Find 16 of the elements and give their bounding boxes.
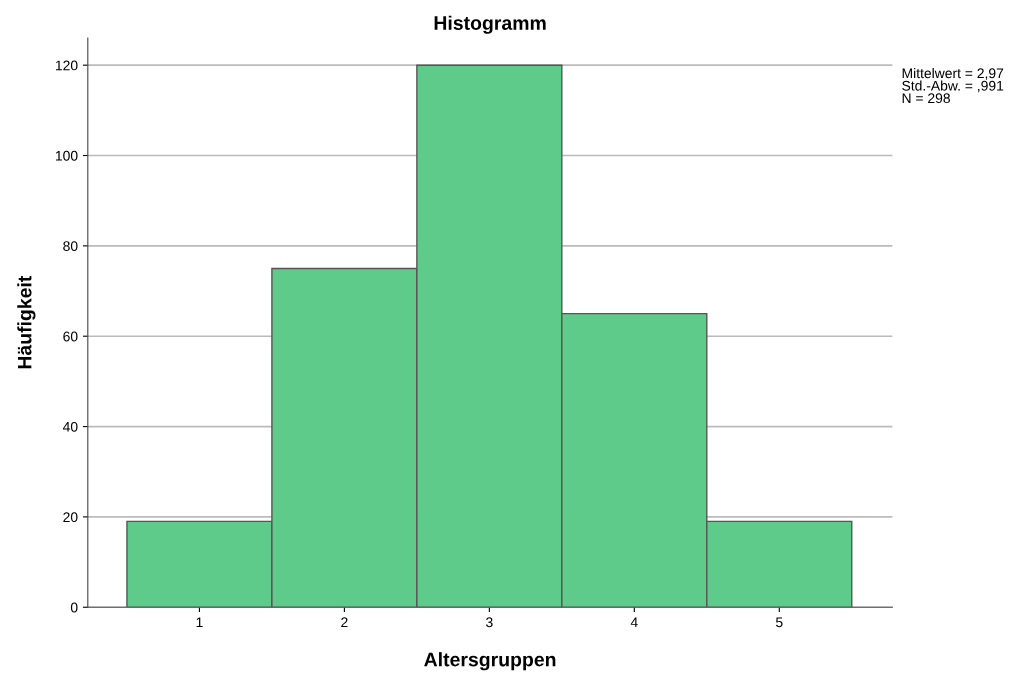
y-tick-label: 120 [55,60,78,71]
y-tick-label: 100 [55,150,78,161]
x-tick-label: 4 [630,617,638,628]
y-tick-label: 40 [62,421,78,432]
x-tick-label: 1 [196,617,203,628]
chart-title: Histogramm [434,15,546,34]
x-tick-label: 5 [775,617,783,628]
text: Mittelwert = 2,97 Std.-Abw. = ,991 N = 298 [902,68,1004,104]
y-axis-title: Häufigkeit [17,275,36,369]
x-tick-label: 3 [486,617,493,628]
y-tick-label: 60 [63,331,78,342]
y-tick-label: 80 [63,241,78,252]
y-tick-label: 20 [63,512,78,523]
y-tick-label: 0 [70,602,78,613]
x-tick-label: 2 [341,617,348,628]
x-axis-title: Altersgruppen [424,652,556,671]
